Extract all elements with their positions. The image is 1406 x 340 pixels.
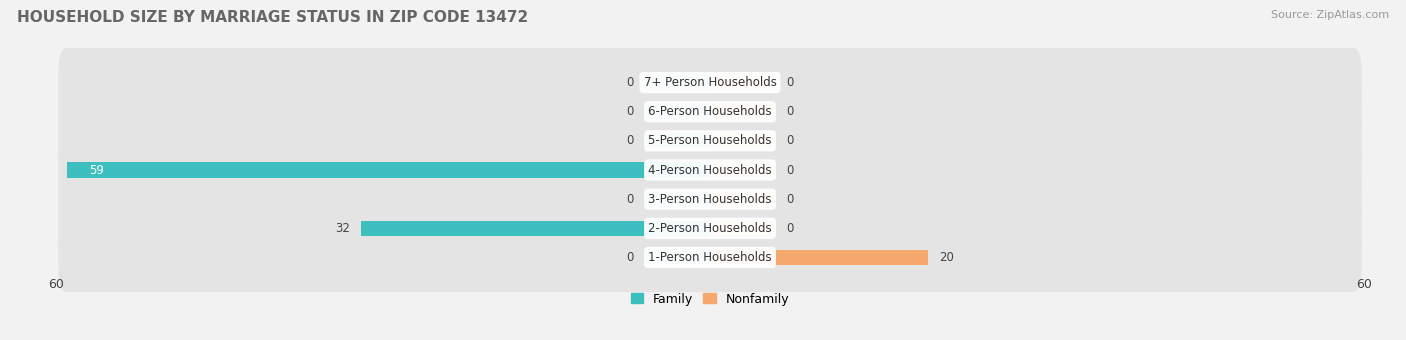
Text: Source: ZipAtlas.com: Source: ZipAtlas.com <box>1271 10 1389 20</box>
Text: 0: 0 <box>786 164 793 176</box>
Text: 0: 0 <box>627 251 634 264</box>
Text: 7+ Person Households: 7+ Person Households <box>644 76 776 89</box>
Text: 2-Person Households: 2-Person Households <box>648 222 772 235</box>
FancyBboxPatch shape <box>59 223 1361 292</box>
Bar <box>710 133 776 149</box>
Text: 3-Person Households: 3-Person Households <box>648 193 772 206</box>
Text: 59: 59 <box>89 164 104 176</box>
Text: 0: 0 <box>627 76 634 89</box>
Bar <box>644 250 710 265</box>
Text: HOUSEHOLD SIZE BY MARRIAGE STATUS IN ZIP CODE 13472: HOUSEHOLD SIZE BY MARRIAGE STATUS IN ZIP… <box>17 10 529 25</box>
Text: 0: 0 <box>627 134 634 147</box>
Text: 0: 0 <box>786 105 793 118</box>
Bar <box>710 75 776 90</box>
Bar <box>67 163 710 177</box>
Text: 0: 0 <box>786 222 793 235</box>
Legend: Family, Nonfamily: Family, Nonfamily <box>626 288 794 311</box>
Bar <box>644 191 710 207</box>
Text: 0: 0 <box>786 134 793 147</box>
Bar <box>710 163 776 177</box>
Text: 0: 0 <box>627 193 634 206</box>
FancyBboxPatch shape <box>59 77 1361 147</box>
Text: 20: 20 <box>939 251 953 264</box>
FancyBboxPatch shape <box>59 48 1361 117</box>
FancyBboxPatch shape <box>59 193 1361 263</box>
FancyBboxPatch shape <box>59 165 1361 234</box>
Bar <box>710 104 776 119</box>
Text: 0: 0 <box>786 76 793 89</box>
Bar <box>644 133 710 149</box>
Bar <box>710 221 776 236</box>
Text: 4-Person Households: 4-Person Households <box>648 164 772 176</box>
Bar <box>644 104 710 119</box>
Bar <box>361 221 710 236</box>
FancyBboxPatch shape <box>59 135 1361 205</box>
Bar <box>710 191 776 207</box>
Text: 0: 0 <box>786 193 793 206</box>
Text: 0: 0 <box>627 105 634 118</box>
FancyBboxPatch shape <box>59 106 1361 175</box>
Bar <box>644 75 710 90</box>
Text: 5-Person Households: 5-Person Households <box>648 134 772 147</box>
Text: 6-Person Households: 6-Person Households <box>648 105 772 118</box>
Bar <box>710 250 928 265</box>
Text: 32: 32 <box>336 222 350 235</box>
Text: 1-Person Households: 1-Person Households <box>648 251 772 264</box>
